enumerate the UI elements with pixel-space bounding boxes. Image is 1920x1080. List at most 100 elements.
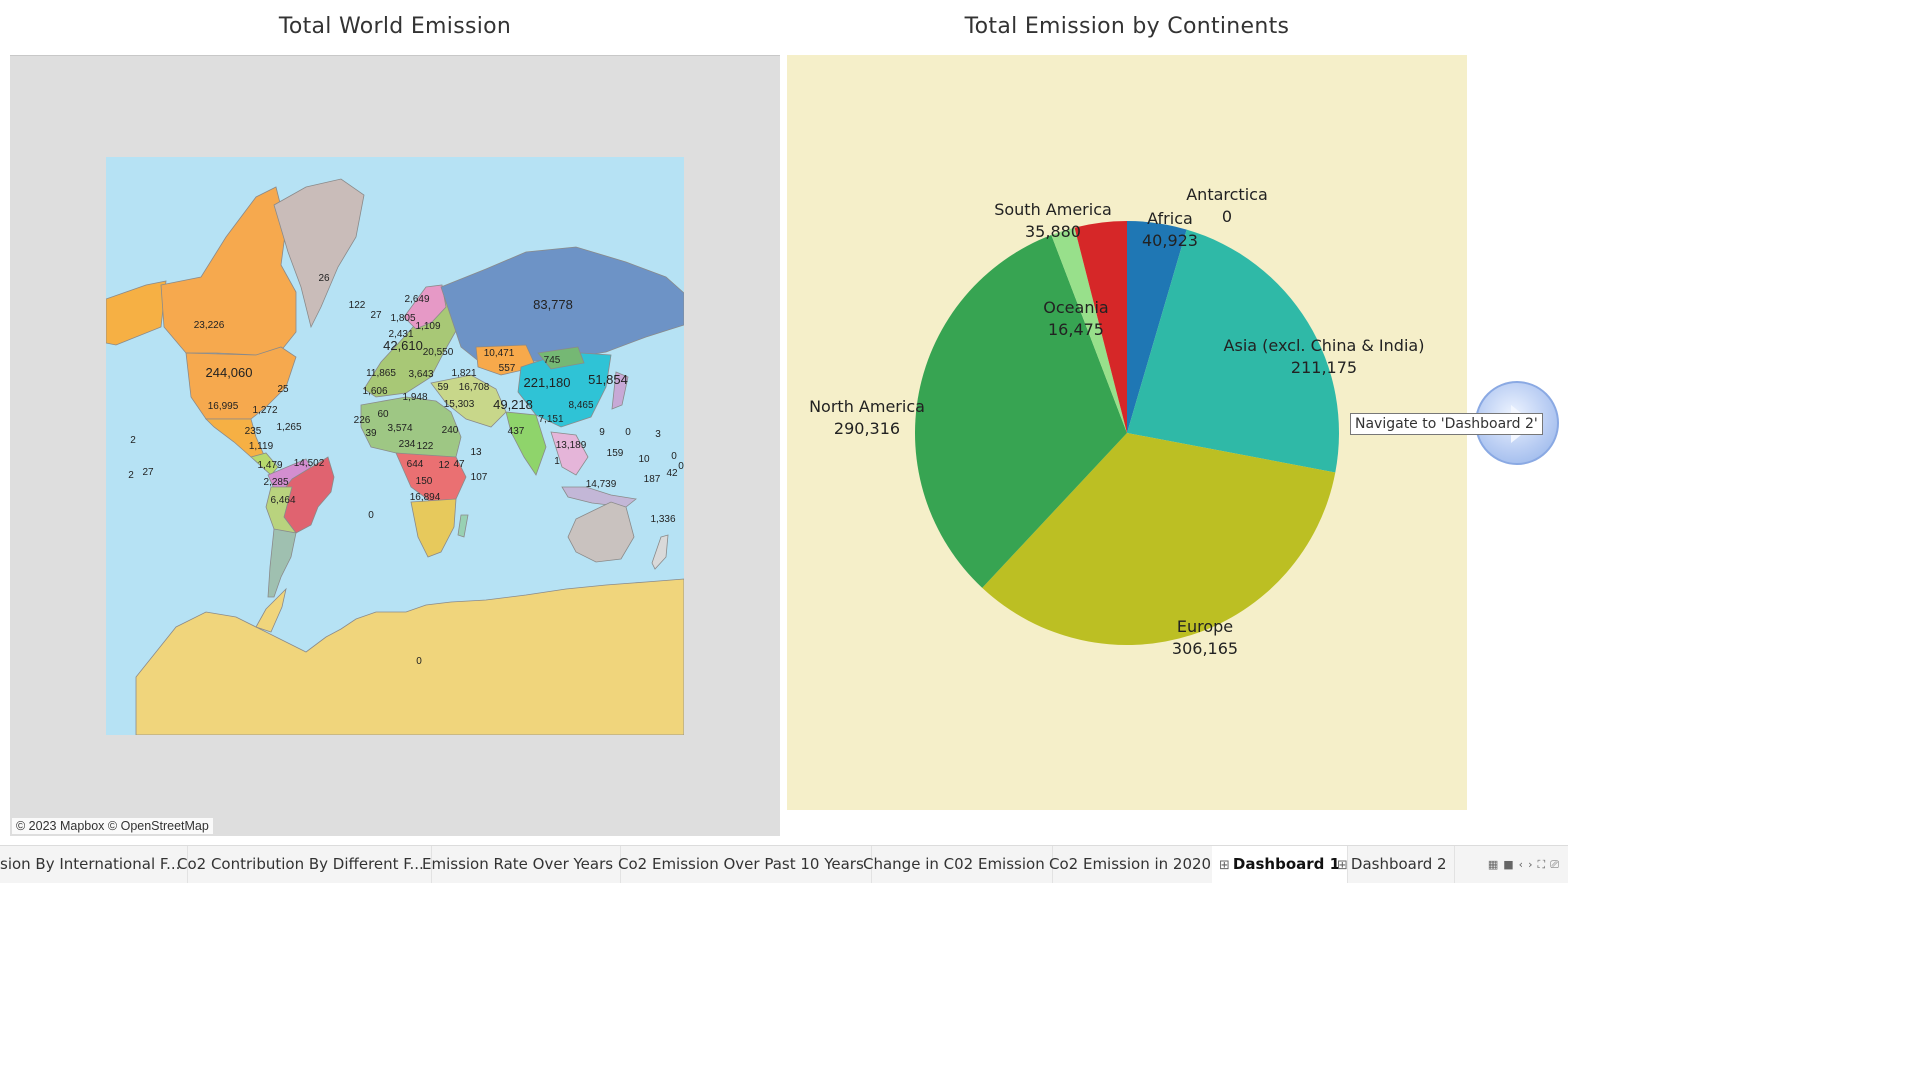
map-value-label: 1,336 bbox=[650, 514, 675, 525]
map-value-label: 234 bbox=[399, 439, 416, 450]
map-value-label: 0 bbox=[671, 451, 677, 462]
map-value-label: 235 bbox=[245, 426, 262, 437]
landmass-central-america[interactable] bbox=[250, 452, 279, 476]
map-value-label: 3 bbox=[655, 429, 661, 440]
map-value-label: 240 bbox=[442, 425, 459, 436]
present-icon[interactable]: ⎚ bbox=[1550, 858, 1564, 871]
tab-label: Co2 Emission Over Past 10 Years bbox=[618, 855, 864, 873]
pie-slice-africa[interactable] bbox=[1127, 221, 1187, 433]
map-value-label: 122 bbox=[417, 441, 434, 452]
pie-slice-asia-excl-china-india[interactable] bbox=[1127, 229, 1339, 473]
landmass-indonesia[interactable] bbox=[561, 486, 637, 508]
dashboard-icon: ⊞ bbox=[1219, 858, 1230, 873]
landmasses[interactable] bbox=[106, 178, 684, 735]
tab-label: Emission Rate Over Years bbox=[422, 855, 614, 873]
landmass-india[interactable] bbox=[505, 411, 547, 476]
prev-icon[interactable]: ‹ bbox=[1518, 858, 1529, 871]
map-value-label: 0 bbox=[368, 510, 374, 521]
pie-slice-south-america[interactable] bbox=[1074, 221, 1127, 433]
landmass-china[interactable] bbox=[517, 351, 612, 428]
map-value-label: 13 bbox=[470, 447, 482, 458]
tab-label: Co2 Emission in 2020 bbox=[1049, 855, 1212, 873]
landmass-russia[interactable] bbox=[440, 246, 684, 368]
pie-label-asia-excl-china-india: Asia (excl. China & India) bbox=[1224, 336, 1425, 355]
landmass-antarctica[interactable] bbox=[135, 578, 684, 735]
map-value-label: 20,550 bbox=[423, 347, 454, 358]
landmass-australia[interactable] bbox=[567, 501, 635, 563]
tab-dashboard-2[interactable]: ⊞ Dashboard 2 bbox=[1330, 846, 1455, 883]
tab-international-emission[interactable]: sion By International F... bbox=[0, 846, 189, 883]
map-value-label: 8,465 bbox=[568, 400, 593, 411]
tab-change-in-emission[interactable]: Change in C02 Emission bbox=[856, 846, 1053, 883]
map-value-label: 42 bbox=[666, 468, 678, 479]
map-value-label: 2 bbox=[130, 435, 136, 446]
landmass-antarctic-peninsula[interactable] bbox=[255, 587, 287, 633]
grid-icon[interactable]: ▦ bbox=[1487, 858, 1504, 871]
world-map-panel[interactable]: 26 122 27 2,649 1,805 1,109 2,431 42,610 20,550 8… bbox=[10, 55, 780, 836]
map-value-label: 16,708 bbox=[459, 382, 490, 393]
map-value-label: 187 bbox=[644, 474, 661, 485]
pie-slices bbox=[914, 221, 1339, 645]
map-value-label: 437 bbox=[508, 426, 525, 437]
pie-value-north-america: 290,316 bbox=[834, 419, 900, 438]
map-value-label: 122 bbox=[349, 300, 366, 311]
map-value-label: 47 bbox=[453, 459, 465, 470]
map-value-label: 244,060 bbox=[206, 365, 253, 380]
map-value-label: 16,995 bbox=[208, 401, 239, 412]
tab-label: Dashboard 2 bbox=[1350, 855, 1447, 873]
square-icon[interactable]: ■ bbox=[1503, 858, 1519, 871]
landmass-mongolia[interactable] bbox=[537, 346, 585, 370]
map-value-label: 2,431 bbox=[388, 329, 413, 340]
landmass-argentina-chile[interactable] bbox=[267, 528, 297, 598]
pie-value-south-america: 35,880 bbox=[1025, 222, 1081, 241]
continent-pie-chart[interactable]: Africa 40,923 Antarctica 0 Asia (excl. China… bbox=[787, 55, 1467, 810]
landmass-madagascar[interactable] bbox=[457, 514, 469, 538]
landmass-greenland[interactable] bbox=[273, 178, 365, 329]
map-value-label: 59 bbox=[437, 382, 449, 393]
tab-emission-2020[interactable]: Co2 Emission in 2020 bbox=[1042, 846, 1220, 883]
continent-pie-panel[interactable]: Africa 40,923 Antarctica 0 Asia (excl. China… bbox=[787, 55, 1467, 810]
pie-value-oceania: 16,475 bbox=[1048, 320, 1104, 339]
tab-dashboard-1[interactable]: ⊞ Dashboard 1 bbox=[1212, 846, 1349, 883]
map-value-label: 10,471 bbox=[484, 348, 515, 359]
landmass-new-zealand[interactable] bbox=[651, 534, 669, 570]
landmass-se-asia[interactable] bbox=[550, 431, 589, 476]
pie-label-north-america: North America bbox=[809, 397, 925, 416]
fullscreen-icon[interactable]: ⛶ bbox=[1537, 858, 1551, 871]
map-value-label: 14,502 bbox=[294, 458, 325, 469]
pie-slice-europe[interactable] bbox=[982, 433, 1336, 645]
map-value-label: 25 bbox=[277, 384, 289, 395]
landmass-scandinavia[interactable] bbox=[403, 284, 447, 330]
map-value-label: 2 bbox=[128, 470, 134, 481]
map-value-label: 745 bbox=[544, 355, 561, 366]
map-title: Total World Emission bbox=[278, 14, 512, 39]
tab-label: Dashboard 1 bbox=[1232, 855, 1341, 873]
landmass-japan[interactable] bbox=[611, 371, 629, 410]
pie-slice-north-america[interactable] bbox=[914, 234, 1127, 588]
tab-bar-controls: ▦■‹›⛶⎚ bbox=[1488, 846, 1564, 883]
tab-emission-rate[interactable]: Emission Rate Over Years bbox=[415, 846, 622, 883]
tab-past-10-years[interactable]: Co2 Emission Over Past 10 Years bbox=[611, 846, 872, 883]
map-value-label: 9 bbox=[599, 427, 605, 438]
pie-labels: Africa 40,923 Antarctica 0 Asia (excl. China… bbox=[809, 185, 1424, 658]
landmass-africa-south[interactable] bbox=[410, 498, 457, 558]
map-value-label: 15,303 bbox=[444, 399, 475, 410]
next-icon[interactable]: › bbox=[1528, 858, 1538, 871]
map-value-label: 39 bbox=[365, 428, 377, 439]
tab-label: Change in C02 Emission bbox=[863, 855, 1045, 873]
landmass-middle-east[interactable] bbox=[430, 374, 507, 428]
map-value-label: 221,180 bbox=[524, 375, 571, 390]
landmass-alaska[interactable] bbox=[106, 280, 167, 346]
map-value-label: 7,151 bbox=[538, 414, 563, 425]
map-value-label: 150 bbox=[416, 476, 433, 487]
map-value-label: 159 bbox=[607, 448, 624, 459]
map-value-label: 6,464 bbox=[270, 495, 295, 506]
map-attribution[interactable]: © 2023 Mapbox © OpenStreetMap bbox=[12, 818, 213, 834]
map-value-label: 27 bbox=[142, 467, 154, 478]
navigate-tooltip: Navigate to 'Dashboard 2' bbox=[1350, 413, 1543, 435]
tab-co2-contribution[interactable]: Co2 Contribution By Different F... bbox=[170, 846, 432, 883]
pie-slice-oceania[interactable] bbox=[1051, 227, 1127, 433]
landmass-usa[interactable] bbox=[185, 346, 297, 420]
